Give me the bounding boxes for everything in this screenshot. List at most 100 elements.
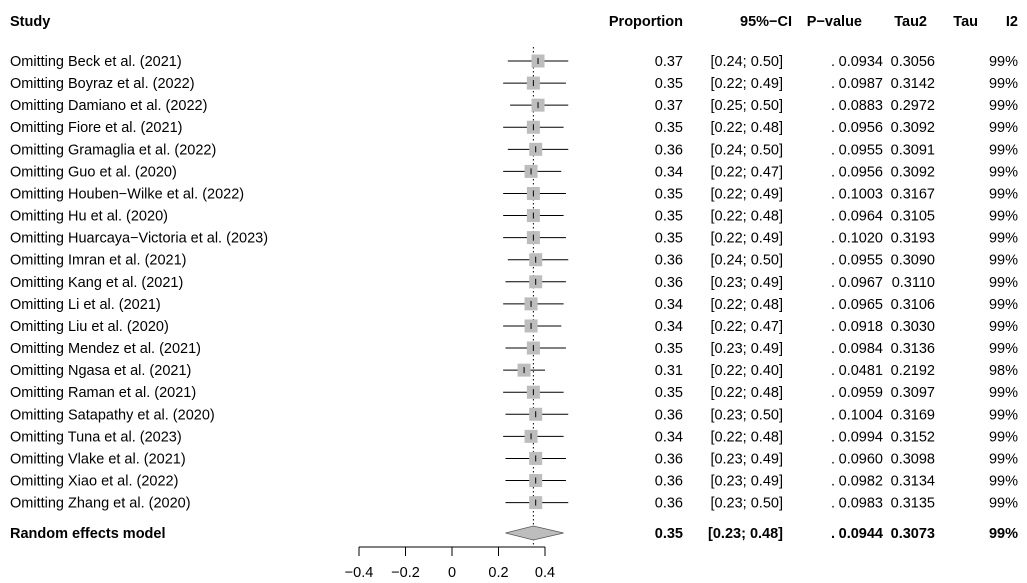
- cell-tau2: 0.0994: [839, 429, 883, 445]
- cell-i2: 99%: [989, 209, 1018, 225]
- cell-ci: [0.22; 0.40]: [710, 363, 783, 379]
- cell-i2: 99%: [989, 297, 1018, 313]
- cell-tau2: 0.0956: [839, 120, 883, 136]
- cell-tau: 0.3152: [891, 429, 935, 445]
- cell-i2: 99%: [989, 142, 1018, 158]
- study-row: Omitting Liu et al. (2020) 0.34 [0.22; 0.4…: [10, 319, 1018, 335]
- cell-ci: [0.22; 0.49]: [710, 186, 783, 202]
- cell-tau: 0.3030: [891, 319, 935, 335]
- cell-ci: [0.24; 0.50]: [710, 253, 783, 269]
- cell-tau: 0.3092: [891, 164, 935, 180]
- cell-i2: 99%: [989, 474, 1018, 490]
- study-row: Omitting Satapathy et al. (2020) 0.36 [0.2…: [10, 407, 1018, 423]
- x-tick-label: −0.4: [345, 565, 374, 581]
- cell-proportion: 0.36: [655, 275, 683, 291]
- cell-i2: 99%: [989, 186, 1018, 202]
- cell-tau: 0.3110: [892, 275, 935, 291]
- cell-proportion: 0.36: [655, 407, 683, 423]
- cell-tau2: 0.1003: [839, 186, 883, 202]
- cell-i2: 99%: [989, 451, 1018, 467]
- study-label: Omitting Satapathy et al. (2020): [10, 407, 215, 423]
- study-label: Omitting Fiore et al. (2021): [10, 120, 182, 136]
- cell-ci: [0.24; 0.50]: [710, 54, 783, 70]
- cell-proportion: 0.35: [655, 231, 683, 247]
- study-row: Omitting Fiore et al. (2021) 0.35 [0.22; 0…: [10, 120, 1018, 136]
- cell-proportion: 0.37: [655, 98, 683, 114]
- study-label: Omitting Zhang et al. (2020): [10, 496, 191, 512]
- cell-pvalue: .: [831, 209, 835, 225]
- cell-tau2: 0.0987: [839, 76, 883, 92]
- study-label: Omitting Vlake et al. (2021): [10, 451, 186, 467]
- cell-pvalue: .: [831, 231, 835, 247]
- cell-tau: 0.3106: [891, 297, 935, 313]
- cell-ci: [0.23; 0.49]: [710, 275, 783, 291]
- cell-proportion: 0.36: [655, 474, 683, 490]
- cell-pvalue: .: [831, 164, 835, 180]
- cell-tau: 0.3091: [891, 142, 935, 158]
- study-row: Omitting Ngasa et al. (2021) 0.31 [0.22; 0…: [10, 363, 1018, 379]
- summary-cell-i2: 99%: [989, 526, 1018, 542]
- study-label: Omitting Li et al. (2021): [10, 297, 161, 313]
- summary-cell-ci: [0.23; 0.48]: [708, 526, 783, 542]
- study-row: Omitting Imran et al. (2021) 0.36 [0.24; 0…: [10, 253, 1018, 269]
- cell-tau2: 0.0918: [839, 319, 883, 335]
- cell-proportion: 0.35: [655, 120, 683, 136]
- cell-ci: [0.23; 0.50]: [710, 496, 783, 512]
- cell-tau: 0.3134: [891, 474, 935, 490]
- cell-proportion: 0.34: [655, 429, 683, 445]
- cell-pvalue: .: [831, 253, 835, 269]
- cell-proportion: 0.35: [655, 385, 683, 401]
- cell-tau2: 0.0956: [839, 164, 883, 180]
- header-i2: I2: [1006, 14, 1018, 30]
- cell-pvalue: .: [831, 275, 835, 291]
- cell-tau2: 0.0984: [839, 341, 883, 357]
- cell-i2: 99%: [989, 98, 1018, 114]
- cell-ci: [0.22; 0.48]: [710, 429, 783, 445]
- study-label: Omitting Liu et al. (2020): [10, 319, 169, 335]
- study-label: Omitting Houben−Wilke et al. (2022): [10, 186, 244, 202]
- cell-pvalue: .: [831, 186, 835, 202]
- cell-proportion: 0.35: [655, 209, 683, 225]
- study-row: Omitting Huarcaya−Victoria et al. (2023)…: [10, 231, 1018, 247]
- study-label: Omitting Gramaglia et al. (2022): [10, 142, 216, 158]
- study-row: Omitting Damiano et al. (2022) 0.37 [0.25;…: [10, 98, 1018, 114]
- cell-ci: [0.22; 0.49]: [710, 76, 783, 92]
- study-label: Omitting Tuna et al. (2023): [10, 429, 182, 445]
- cell-tau2: 0.1020: [839, 231, 883, 247]
- study-label: Omitting Kang et al. (2021): [10, 275, 183, 291]
- cell-pvalue: .: [831, 429, 835, 445]
- study-label: Omitting Boyraz et al. (2022): [10, 76, 195, 92]
- cell-tau2: 0.0960: [839, 451, 883, 467]
- cell-i2: 99%: [989, 385, 1018, 401]
- study-row: Omitting Guo et al. (2020) 0.34 [0.22; 0.4…: [10, 164, 1018, 180]
- cell-i2: 99%: [989, 253, 1018, 269]
- cell-pvalue: .: [831, 142, 835, 158]
- cell-tau: 0.2192: [891, 363, 935, 379]
- study-label: Omitting Ngasa et al. (2021): [10, 363, 191, 379]
- cell-tau: 0.3092: [891, 120, 935, 136]
- cell-ci: [0.23; 0.49]: [710, 341, 783, 357]
- x-tick-label: 0.4: [535, 565, 555, 581]
- cell-i2: 99%: [989, 319, 1018, 335]
- study-row: Omitting Tuna et al. (2023) 0.34 [0.22; 0.…: [10, 429, 1018, 445]
- study-row: Omitting Boyraz et al. (2022) 0.35 [0.22; …: [10, 76, 1018, 92]
- cell-pvalue: .: [831, 407, 835, 423]
- summary-cell-tau: 0.3073: [891, 526, 935, 542]
- header-tau2: Tau2: [894, 14, 927, 30]
- cell-proportion: 0.36: [655, 496, 683, 512]
- cell-tau2: 0.0959: [839, 385, 883, 401]
- header-tau: Tau: [953, 14, 978, 30]
- cell-tau2: 0.0982: [839, 474, 883, 490]
- cell-pvalue: .: [831, 76, 835, 92]
- cell-tau: 0.3167: [891, 186, 935, 202]
- study-label: Omitting Xiao et al. (2022): [10, 474, 178, 490]
- cell-proportion: 0.36: [655, 451, 683, 467]
- study-row: Omitting Hu et al. (2020) 0.35 [0.22; 0.48…: [10, 209, 1018, 225]
- study-row: Omitting Beck et al. (2021) 0.37 [0.24; 0.…: [10, 54, 1018, 70]
- cell-i2: 99%: [989, 275, 1018, 291]
- cell-proportion: 0.34: [655, 164, 683, 180]
- cell-proportion: 0.36: [655, 253, 683, 269]
- cell-i2: 98%: [989, 363, 1018, 379]
- cell-i2: 99%: [989, 76, 1018, 92]
- cell-proportion: 0.34: [655, 297, 683, 313]
